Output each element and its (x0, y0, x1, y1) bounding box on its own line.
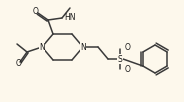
Text: N: N (39, 43, 45, 52)
Text: N: N (80, 43, 86, 52)
Text: S: S (118, 54, 122, 64)
Text: O: O (16, 59, 22, 69)
Text: O: O (125, 65, 131, 74)
Text: O: O (125, 43, 131, 53)
Text: O: O (33, 7, 39, 16)
Text: HN: HN (64, 13, 75, 22)
